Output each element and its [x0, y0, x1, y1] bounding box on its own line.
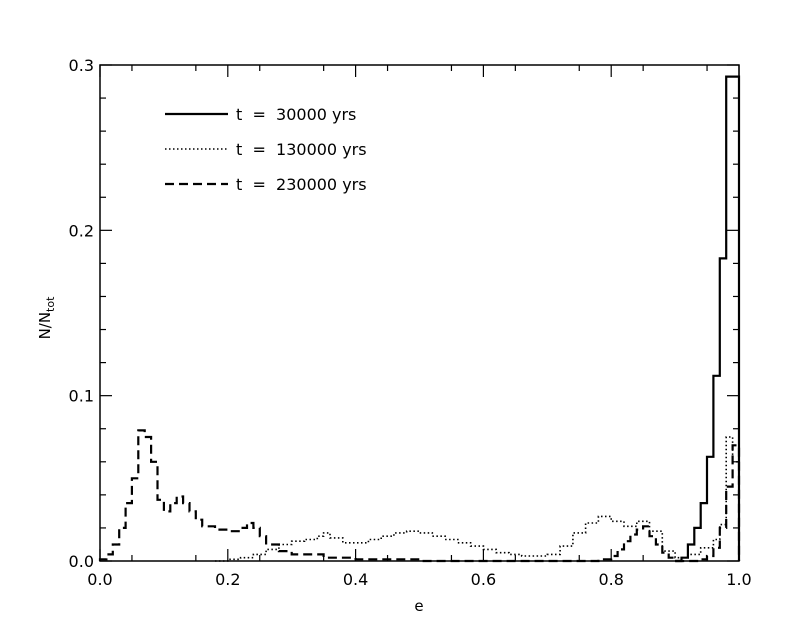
y-axis-label-subscript: tot: [44, 296, 57, 312]
plot-border: [99, 64, 740, 562]
series-line-solid: [675, 75, 741, 563]
legend-label: t = 30000 yrs: [236, 105, 356, 124]
y-axis-label: N/Ntot: [36, 296, 57, 340]
x-tick-label: 0.2: [215, 570, 240, 589]
y-tick-label: 0.1: [69, 387, 94, 406]
series-layer: [98, 75, 741, 563]
x-axis-label: e: [414, 597, 423, 615]
y-tick-label: 0.0: [69, 552, 94, 571]
legend-label: t = 130000 yrs: [236, 140, 367, 159]
series-line-dashed: [98, 429, 741, 563]
legend: t = 30000 yrs t = 130000 yrs t = 230000 yr…: [165, 105, 367, 194]
y-tick-label: 0.3: [69, 56, 94, 75]
plot-frame: [99, 64, 740, 562]
y-tick-label: 0.2: [69, 221, 94, 240]
x-tick-label: 1.0: [726, 570, 751, 589]
series-line-dotted: [215, 436, 740, 562]
x-tick-label: 0.8: [598, 570, 623, 589]
x-tick-label: 0.4: [343, 570, 368, 589]
y-axis-label-main: N/N: [36, 312, 54, 340]
legend-label: t = 230000 yrs: [236, 175, 367, 194]
x-tick-labels: 0.0 0.2 0.4 0.6 0.8 1.0: [87, 570, 751, 589]
tick-marks: [99, 64, 740, 562]
y-tick-labels: 0.0 0.1 0.2 0.3: [69, 56, 94, 571]
x-tick-label: 0.6: [471, 570, 496, 589]
x-tick-label: 0.0: [87, 570, 112, 589]
